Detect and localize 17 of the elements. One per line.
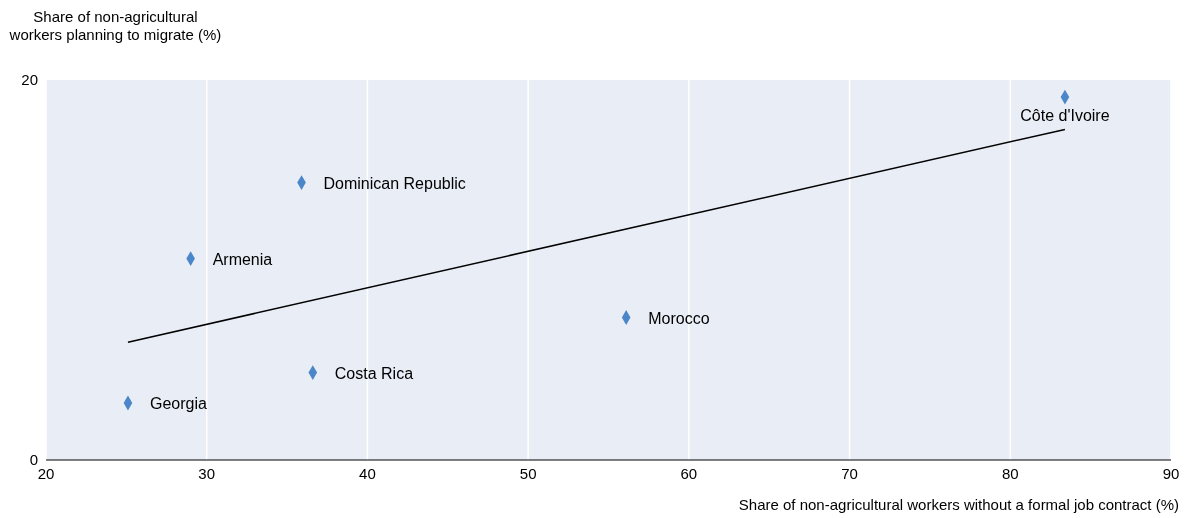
y-axis-title: Share of non-agricultural workers planning to migrate (%) — [8, 8, 223, 44]
x-tick-label: 20 — [37, 464, 55, 482]
annotation: Costa Rica — [334, 364, 414, 382]
x-tick-label: 80 — [1001, 464, 1019, 482]
annotation: Côte d'Ivoire — [1020, 107, 1110, 125]
x-tick-label: 90 — [1162, 464, 1180, 482]
annotation: Georgia — [149, 395, 207, 412]
x-tick-label: 40 — [359, 464, 376, 482]
x-tick-label: 50 — [519, 464, 537, 482]
annotation: Armenia — [212, 250, 273, 268]
x-axis-title: Share of non-agricultural workers without a formal job contract (%) — [738, 496, 1179, 513]
x-tick-label: 60 — [680, 464, 698, 482]
annotation: Dominican Republic — [323, 174, 466, 192]
annotation: Morocco — [648, 309, 710, 327]
x-tick-label: 70 — [841, 464, 858, 482]
x-tick-label: 30 — [198, 464, 216, 482]
y-tick-label: 0 — [29, 451, 38, 469]
